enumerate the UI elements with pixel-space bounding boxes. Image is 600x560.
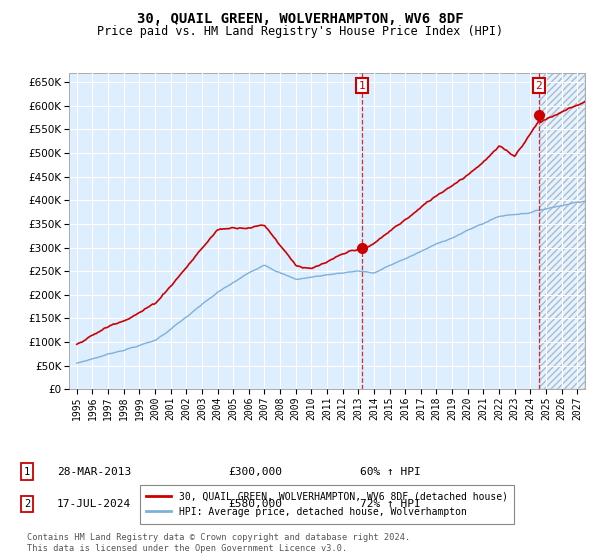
Legend: 30, QUAIL GREEN, WOLVERHAMPTON, WV6 8DF (detached house), HPI: Average price, de: 30, QUAIL GREEN, WOLVERHAMPTON, WV6 8DF … bbox=[140, 485, 514, 524]
Text: Price paid vs. HM Land Registry's House Price Index (HPI): Price paid vs. HM Land Registry's House … bbox=[97, 25, 503, 38]
Text: 72% ↑ HPI: 72% ↑ HPI bbox=[360, 499, 421, 509]
Bar bbox=[539, 73, 585, 389]
Text: 2: 2 bbox=[535, 81, 542, 91]
Text: 60% ↑ HPI: 60% ↑ HPI bbox=[360, 466, 421, 477]
Bar bbox=[539, 73, 585, 389]
Text: £300,000: £300,000 bbox=[228, 466, 282, 477]
Text: £580,000: £580,000 bbox=[228, 499, 282, 509]
Text: 2: 2 bbox=[24, 499, 30, 509]
Text: 30, QUAIL GREEN, WOLVERHAMPTON, WV6 8DF: 30, QUAIL GREEN, WOLVERHAMPTON, WV6 8DF bbox=[137, 12, 463, 26]
Text: Contains HM Land Registry data © Crown copyright and database right 2024.
This d: Contains HM Land Registry data © Crown c… bbox=[27, 533, 410, 553]
Text: 1: 1 bbox=[358, 81, 365, 91]
Text: 1: 1 bbox=[24, 466, 30, 477]
Text: 17-JUL-2024: 17-JUL-2024 bbox=[57, 499, 131, 509]
Text: 28-MAR-2013: 28-MAR-2013 bbox=[57, 466, 131, 477]
